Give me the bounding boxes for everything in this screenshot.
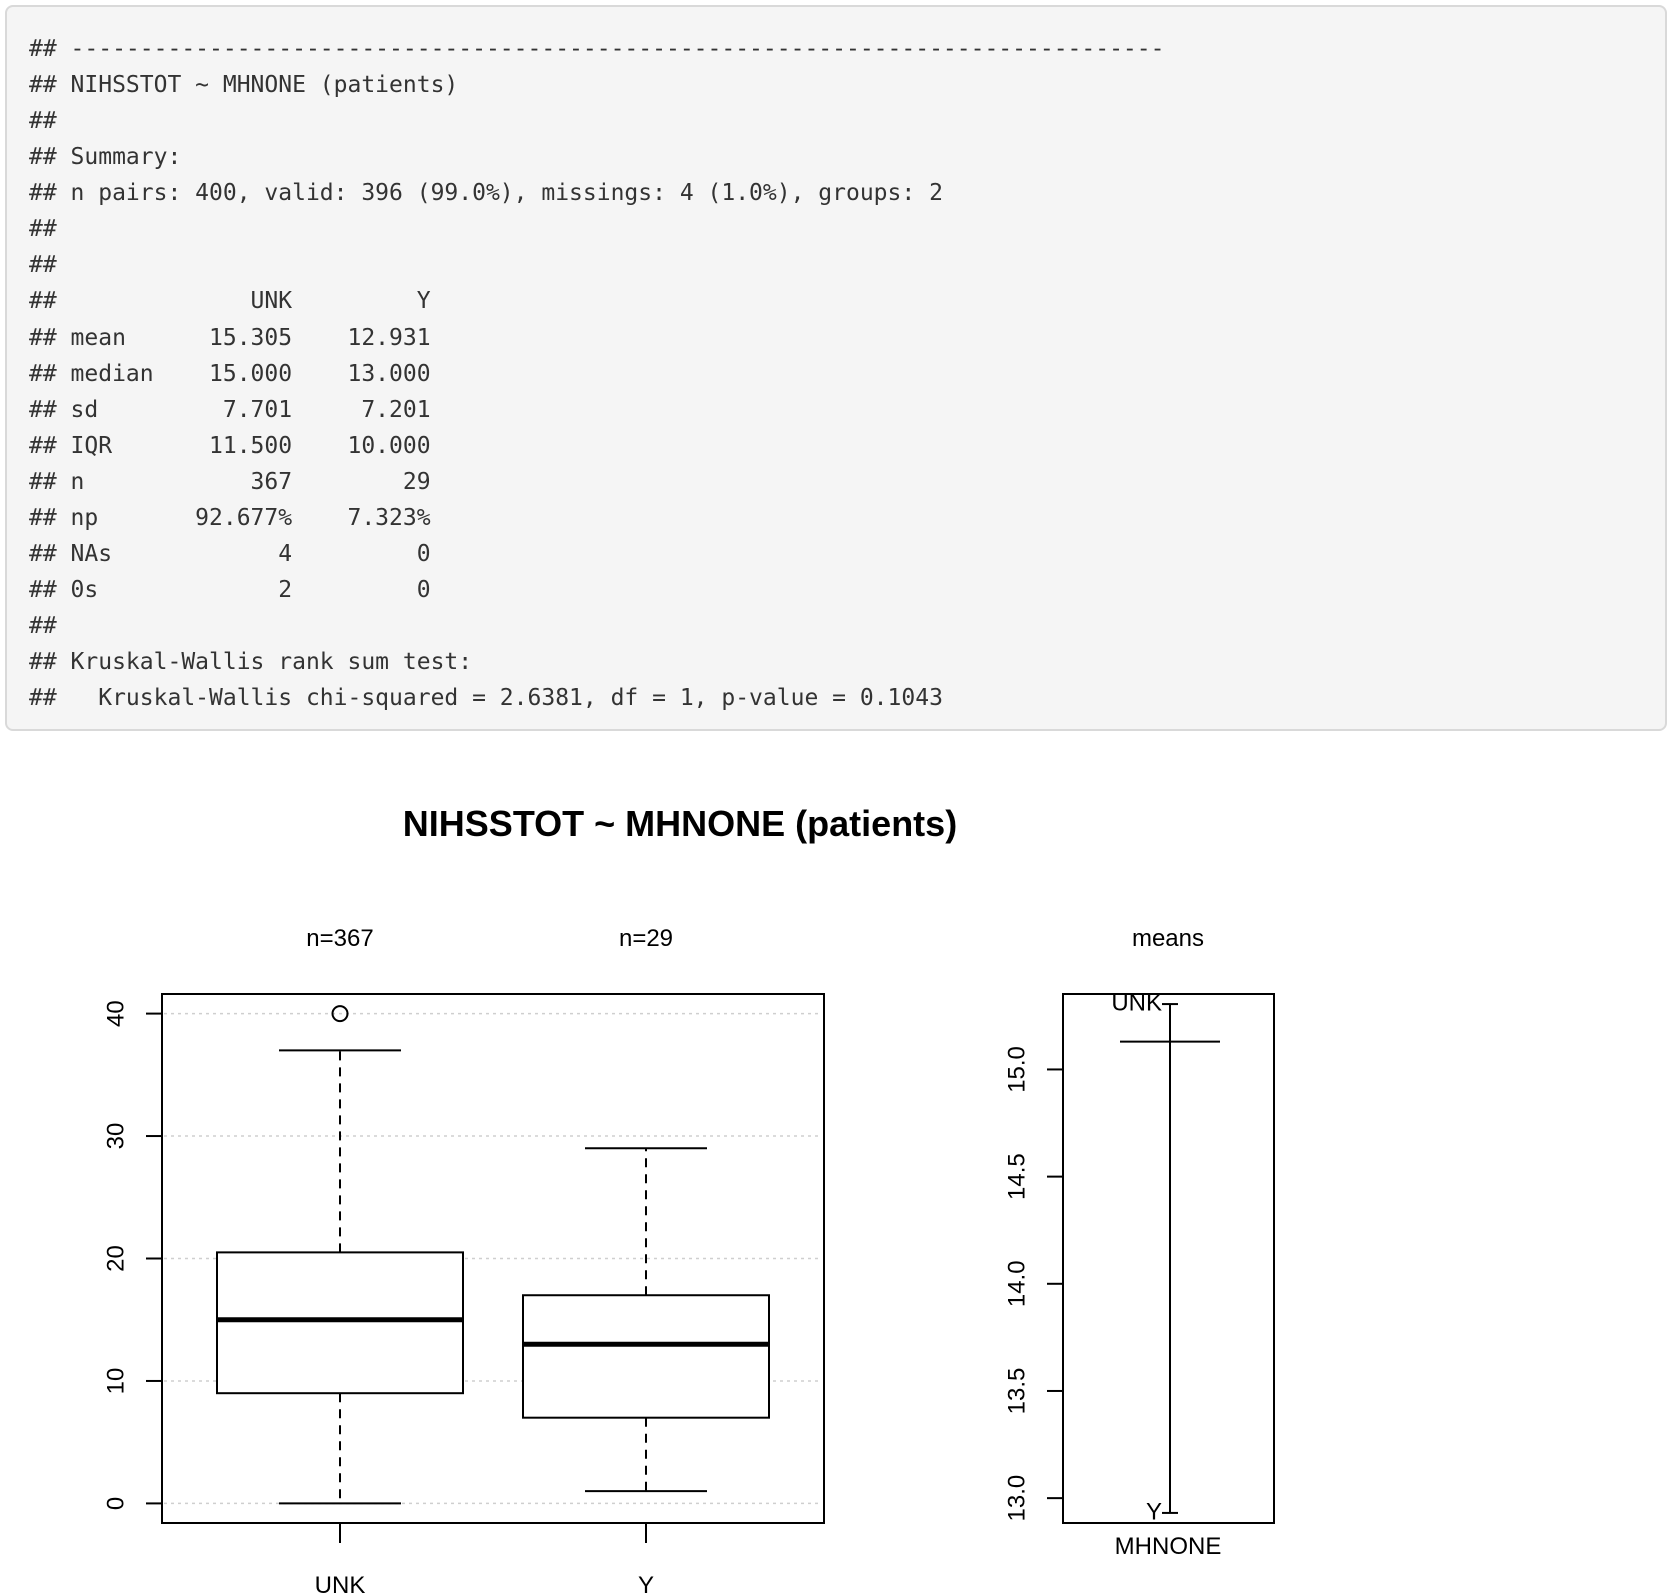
boxplot-marks [216,1005,770,1505]
boxplot-panel: 0 10 20 30 40 UNK Y n=367 n=29 [102,925,825,1596]
console-line: ## NIHSSTOT ~ MHNONE (patients) [29,72,459,99]
x-tick-label: Y [638,1572,654,1596]
console-line: ## Kruskal-Wallis chi-squared = 2.6381, … [29,685,943,712]
group-count-label: n=29 [619,925,673,952]
console-line: ## 0s 2 0 [29,576,431,603]
chart-title: NIHSSTOT ~ MHNONE (patients) [403,803,957,844]
y-tick-label: 40 [102,1000,129,1027]
console-line: ## NAs 4 0 [29,540,431,567]
group-mean-label: Y [1146,1498,1162,1525]
group-counts: n=367 n=29 [306,925,673,952]
console-line: ## n pairs: 400, valid: 396 (99.0%), mis… [29,180,943,207]
console-line: ## Kruskal-Wallis rank sum test: [29,649,473,676]
console-text: ## -------------------------------------… [29,31,1643,716]
console-line: ## [29,252,57,279]
y-tick-label: 13.5 [1003,1368,1030,1415]
console-line: ## median 15.000 13.000 [29,360,431,387]
means-y-axis: 13.0 13.5 14.0 14.5 15.0 [1003,1046,1063,1521]
y-tick-label: 15.0 [1003,1046,1030,1093]
console-line: ## [29,613,57,639]
boxplot-y-axis: 0 10 20 30 40 [102,1000,162,1510]
console-line: ## IQR 11.500 10.000 [29,432,431,459]
iqr-box [216,1251,464,1395]
chart-area: NIHSSTOT ~ MHNONE (patients) 0 10 20 30 40 U… [102,803,1275,1596]
console-line: ## [29,108,57,135]
console-line: ## n 367 29 [29,468,431,495]
outlier-point [331,1005,349,1023]
means-title: means [1132,925,1204,952]
y-tick-label: 14.5 [1003,1153,1030,1200]
means-x-label: MHNONE [1115,1533,1222,1560]
x-tick-label: UNK [315,1572,366,1596]
box-y [522,1147,770,1493]
y-tick-label: 30 [102,1123,129,1150]
means-panel: means UNK Y 13.0 13.5 14.0 14.5 15.0 MHNONE [1003,925,1275,1560]
boxplot-x-axis: UNK Y [315,1523,654,1596]
y-tick-label: 0 [102,1497,129,1510]
console-line: ## Summary: [29,144,182,171]
console-output: ## -------------------------------------… [5,5,1667,731]
y-tick-label: 13.0 [1003,1475,1030,1522]
console-line: ## np 92.677% 7.323% [29,504,431,531]
means-marks: UNK Y [1111,989,1220,1525]
console-line: ## UNK Y [29,288,431,315]
iqr-box [522,1294,770,1419]
box-unk [216,1005,464,1505]
console-line: ## sd 7.701 7.201 [29,396,431,423]
console-line: ## mean 15.305 12.931 [29,324,431,351]
y-tick-label: 10 [102,1368,129,1395]
console-line: ## [29,216,57,243]
group-count-label: n=367 [306,925,373,952]
console-line: ## -------------------------------------… [29,36,1165,62]
y-tick-label: 20 [102,1245,129,1272]
group-mean-label: UNK [1111,989,1162,1016]
y-tick-label: 14.0 [1003,1260,1030,1307]
means-frame [1062,993,1275,1524]
